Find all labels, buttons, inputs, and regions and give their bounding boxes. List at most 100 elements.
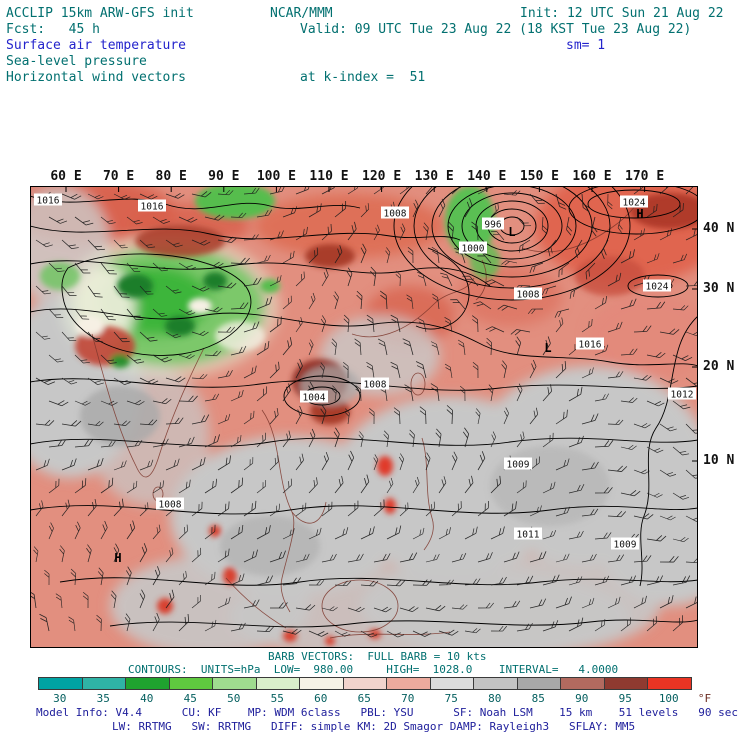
colorbar-label-55: 55 xyxy=(270,692,284,705)
axis-tick-marks xyxy=(65,186,698,462)
svg-text:1016: 1016 xyxy=(579,340,602,351)
colorbar-box-50 xyxy=(212,677,257,690)
colorbar-label-40: 40 xyxy=(140,692,154,705)
svg-text:1016: 1016 xyxy=(141,202,164,213)
svg-text:1000: 1000 xyxy=(462,244,485,255)
pressure-contour-label: 1000 xyxy=(459,241,487,255)
svg-text:1024: 1024 xyxy=(646,282,669,293)
x-tick-160e: 160 E xyxy=(572,169,612,184)
pressure-contour-label: 1016 xyxy=(576,337,604,351)
pressure-contour-layer xyxy=(30,186,698,628)
colorbar-box-100 xyxy=(647,677,692,690)
field-pressure-label: Sea-level pressure xyxy=(6,54,147,69)
model-info-line2: LW: RRTMG SW: RRTMG DIFF: simple KM: 2D … xyxy=(112,720,636,733)
colorbar-box-55 xyxy=(255,677,300,690)
init-time: Init: 12 UTC Sun 21 Aug 22 xyxy=(520,6,724,21)
valid-time: Valid: 09 UTC Tue 23 Aug 22 (18 KST Tue … xyxy=(300,22,692,37)
x-tick-110e: 110 E xyxy=(309,169,349,184)
pressure-contour-label: 1009 xyxy=(611,537,639,551)
x-tick-140e: 140 E xyxy=(467,169,507,184)
pressure-center-h: H xyxy=(114,551,121,565)
svg-text:1008: 1008 xyxy=(159,500,182,511)
pressure-center-l: L xyxy=(508,225,515,239)
map-frame xyxy=(30,186,698,648)
colorbar-label-90: 90 xyxy=(575,692,589,705)
pressure-contour-label: 1011 xyxy=(514,527,542,541)
x-tick-70e: 70 E xyxy=(102,169,135,184)
barb-legend: BARB VECTORS: FULL BARB = 10 kts xyxy=(268,650,487,663)
colorbar-label-60: 60 xyxy=(314,692,328,705)
x-tick-130e: 130 E xyxy=(414,169,454,184)
colorbar-label-100: 100 xyxy=(658,692,679,705)
model-title: ACCLIP 15km ARW-GFS init xyxy=(6,6,194,21)
colorbar-box-90 xyxy=(560,677,605,690)
svg-text:996: 996 xyxy=(484,220,501,231)
colorbar-label-50: 50 xyxy=(227,692,241,705)
colorbar-box-60 xyxy=(299,677,344,690)
colorbar-label-70: 70 xyxy=(401,692,415,705)
colorbar-box-70 xyxy=(386,677,431,690)
x-tick-170e: 170 E xyxy=(625,169,665,184)
forecast-hour: Fcst: 45 h xyxy=(6,22,100,37)
colorbar-label-85: 85 xyxy=(531,692,545,705)
x-tick-150e: 150 E xyxy=(519,169,559,184)
map-canvas: 1016 1016 1008 996 1000 1024 1024 1008 1016 1012 1… xyxy=(30,186,698,648)
colorbar-box-75 xyxy=(429,677,474,690)
colorbar-label-80: 80 xyxy=(488,692,502,705)
pressure-contour-label: 1012 xyxy=(668,387,696,401)
pressure-contour-label: 1008 xyxy=(381,206,409,220)
colorbar-label-45: 45 xyxy=(183,692,197,705)
sm-label: sm= 1 xyxy=(566,38,606,53)
y-tick-20n: 20 N xyxy=(703,359,735,374)
svg-text:1004: 1004 xyxy=(303,393,326,404)
wind-barb-layer xyxy=(30,186,698,638)
colorbar-label-35: 35 xyxy=(96,692,110,705)
colorbar-box-80 xyxy=(473,677,518,690)
colorbar-label-65: 65 xyxy=(357,692,371,705)
svg-text:1009: 1009 xyxy=(507,460,530,471)
pressure-contour-label: 1016 xyxy=(34,193,62,207)
colorbar-box-40 xyxy=(125,677,170,690)
pressure-contour-label: 1008 xyxy=(156,497,184,511)
colorbar-box-35 xyxy=(81,677,126,690)
pressure-label-layer: 1016 1016 1008 996 1000 1024 1024 1008 1016 1012 1… xyxy=(34,193,696,551)
colorbar-box-85 xyxy=(516,677,561,690)
colorbar-unit: °F xyxy=(697,692,712,705)
y-tick-30n: 30 N xyxy=(703,281,735,296)
pressure-contour-label: 1004 xyxy=(300,390,328,404)
field-temperature-label: Surface air temperature xyxy=(6,38,187,53)
pressure-contour-label: 1008 xyxy=(514,287,542,301)
pressure-contour-label: 1009 xyxy=(504,457,532,471)
colorbar-box-65 xyxy=(342,677,387,690)
colorbar-label-95: 95 xyxy=(618,692,632,705)
colorbar-label-30: 30 xyxy=(53,692,67,705)
svg-text:1008: 1008 xyxy=(384,209,407,220)
x-tick-90e: 90 E xyxy=(208,169,240,184)
pressure-contour-label: 996 xyxy=(482,217,504,231)
colorbar-box-30 xyxy=(38,677,83,690)
pressure-center-layer: L H L H xyxy=(114,207,643,565)
x-tick-80e: 80 E xyxy=(155,169,187,184)
pressure-center-l: L xyxy=(544,341,551,355)
x-tick-120e: 120 E xyxy=(362,169,402,184)
svg-text:1008: 1008 xyxy=(364,380,387,391)
x-tick-100e: 100 E xyxy=(256,169,296,184)
field-wind-label: Horizontal wind vectors xyxy=(6,70,187,85)
svg-text:1024: 1024 xyxy=(623,198,646,209)
svg-text:1016: 1016 xyxy=(37,196,60,207)
model-info-line1: Model Info: V4.4 CU: KF MP: WDM 6class P… xyxy=(36,706,738,719)
org-name: NCAR/MMM xyxy=(270,6,333,21)
svg-text:1012: 1012 xyxy=(671,390,694,401)
y-tick-10n: 10 N xyxy=(703,453,735,468)
colorbar-box-95 xyxy=(603,677,648,690)
colorbar-box-45 xyxy=(168,677,213,690)
pressure-contour-label: 1024 xyxy=(643,279,671,293)
svg-text:1008: 1008 xyxy=(517,290,540,301)
pressure-contour-label: 1016 xyxy=(138,199,166,213)
pressure-center-h: H xyxy=(636,207,643,221)
colorbar-label-75: 75 xyxy=(444,692,458,705)
svg-text:1011: 1011 xyxy=(517,530,540,541)
y-tick-40n: 40 N xyxy=(703,221,735,236)
level-label: at k-index = 51 xyxy=(300,70,426,85)
